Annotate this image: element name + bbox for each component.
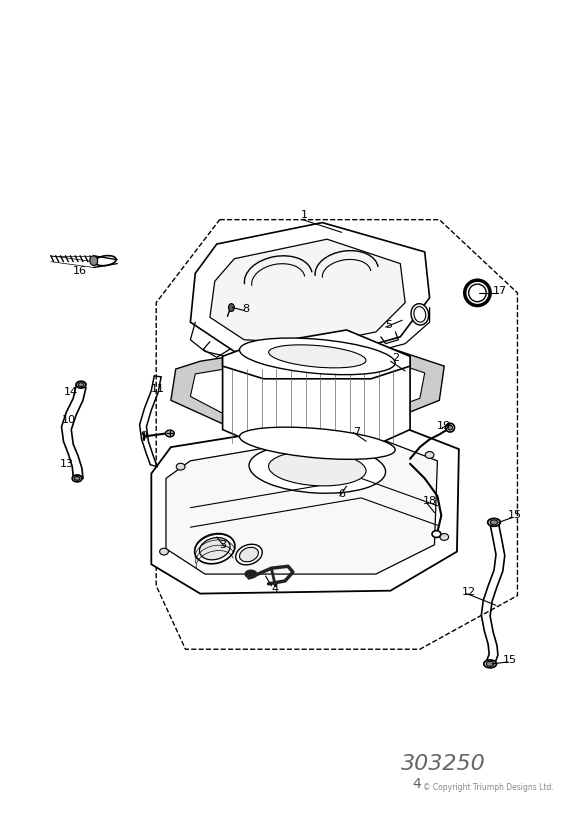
Ellipse shape [484,660,497,667]
Ellipse shape [72,475,82,482]
Ellipse shape [249,444,385,494]
Polygon shape [166,432,437,574]
Text: 3: 3 [219,540,226,550]
Ellipse shape [240,427,395,459]
Ellipse shape [76,382,86,388]
Text: 10: 10 [61,414,75,425]
Text: 15: 15 [508,511,522,521]
Ellipse shape [448,425,452,430]
Ellipse shape [236,544,262,564]
Ellipse shape [245,570,257,578]
Ellipse shape [469,284,486,302]
Ellipse shape [160,548,168,555]
Ellipse shape [411,304,429,325]
Text: 4: 4 [412,777,421,791]
Text: 2: 2 [392,353,399,363]
Ellipse shape [166,430,174,437]
Ellipse shape [490,520,498,525]
Ellipse shape [445,424,455,432]
Ellipse shape [95,255,116,265]
Polygon shape [210,239,405,344]
Ellipse shape [176,463,185,471]
Text: 19: 19 [437,421,451,431]
Ellipse shape [240,338,395,375]
Text: 1: 1 [301,210,308,220]
Ellipse shape [195,534,235,564]
Text: 303250: 303250 [401,755,485,775]
Text: 15: 15 [503,655,517,665]
Ellipse shape [414,307,426,322]
Ellipse shape [486,662,494,667]
Polygon shape [152,415,459,593]
Text: 13: 13 [59,459,73,469]
Text: 8: 8 [243,305,250,315]
Ellipse shape [465,280,490,306]
Ellipse shape [269,452,366,486]
Polygon shape [191,348,424,417]
Ellipse shape [199,537,230,559]
Ellipse shape [425,452,434,458]
Ellipse shape [240,547,258,562]
Text: 9: 9 [140,432,147,442]
Text: 11: 11 [151,383,165,394]
Text: © Copyright Triumph Designs Ltd.: © Copyright Triumph Designs Ltd. [423,784,553,793]
Ellipse shape [432,531,441,537]
Text: 12: 12 [462,587,476,597]
Text: 6: 6 [338,489,345,499]
Text: 18: 18 [423,496,437,506]
Ellipse shape [488,518,500,527]
Polygon shape [191,222,430,356]
Ellipse shape [269,344,366,368]
Polygon shape [223,356,410,447]
Ellipse shape [90,255,98,265]
Text: 16: 16 [73,266,87,276]
Ellipse shape [74,476,80,480]
Text: 14: 14 [64,387,78,397]
Ellipse shape [229,303,234,311]
Ellipse shape [440,534,449,541]
Text: 4: 4 [272,583,279,594]
Text: 7: 7 [353,427,360,437]
Text: 5: 5 [385,320,392,330]
Polygon shape [171,337,444,424]
Polygon shape [223,330,410,379]
Ellipse shape [78,382,84,386]
Text: 17: 17 [493,286,507,296]
